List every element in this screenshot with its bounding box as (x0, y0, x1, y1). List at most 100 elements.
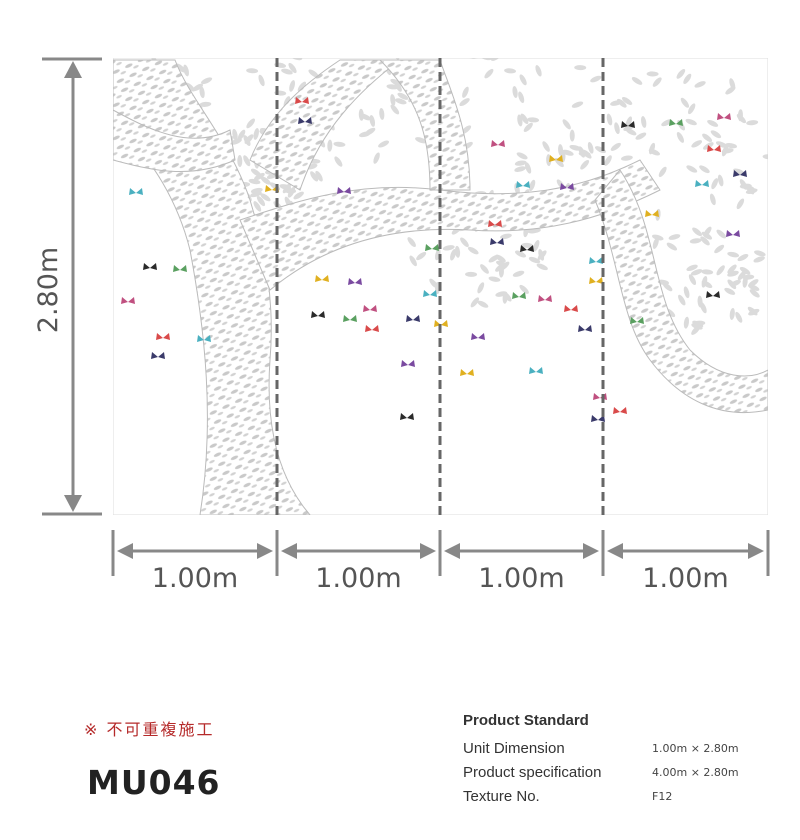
butterfly (343, 315, 357, 322)
wing (337, 187, 351, 194)
wing (591, 415, 605, 422)
height-arrow (42, 57, 102, 516)
butterfly (516, 181, 530, 188)
leaf (514, 166, 527, 172)
wallpaper-illustration (92, 30, 768, 515)
leaf (99, 88, 112, 97)
product-code: MU046 (87, 763, 221, 802)
wing (423, 290, 437, 297)
leaf (700, 236, 710, 246)
butterfly (315, 275, 329, 282)
leaf (529, 179, 536, 192)
leaf (694, 81, 706, 88)
leaf (334, 156, 343, 167)
wing (516, 181, 530, 188)
wing (621, 121, 635, 128)
leaf (243, 155, 251, 167)
wing (490, 238, 504, 245)
leaf (312, 42, 324, 48)
leaf (753, 256, 765, 263)
leaf (578, 151, 591, 157)
leaf (729, 308, 735, 320)
leaf (407, 237, 416, 248)
leaf (668, 234, 681, 240)
leaf (528, 256, 541, 264)
wing (348, 278, 362, 285)
leaf (617, 98, 627, 108)
leaf (281, 33, 294, 42)
butterfly (423, 290, 437, 297)
spec-value: 4.00m × 2.80m (652, 765, 739, 779)
butterfly (298, 117, 312, 124)
leaf (683, 316, 690, 329)
leaf (253, 128, 259, 140)
butterfly (197, 335, 211, 342)
leaf (484, 68, 494, 79)
leaf (462, 86, 469, 98)
leaf (495, 291, 508, 297)
leaf (92, 96, 100, 109)
leaf (477, 282, 485, 294)
leaf (590, 75, 602, 83)
leaf (395, 98, 407, 105)
leaf (518, 91, 525, 104)
wing (695, 180, 709, 187)
leaf (260, 176, 271, 185)
leaf (243, 135, 251, 147)
leaf (733, 168, 745, 175)
leaf (737, 270, 747, 281)
wing (564, 305, 578, 312)
leaf (727, 251, 740, 258)
leaf (748, 279, 759, 288)
wing (401, 360, 415, 367)
leaf (571, 101, 584, 108)
leaf (256, 195, 266, 207)
leaf (746, 120, 759, 126)
wing (717, 113, 731, 120)
leaf (310, 171, 319, 182)
leaf (754, 250, 766, 257)
leaf (604, 155, 612, 166)
leaf (495, 254, 506, 263)
butterfly (695, 180, 709, 187)
spec-title: Product Standard (463, 712, 589, 729)
leaf (703, 226, 712, 237)
wing (471, 333, 485, 340)
leaf (288, 62, 297, 74)
butterfly (348, 278, 362, 285)
spec-key: Product specification (463, 763, 602, 781)
leaf (594, 146, 606, 154)
butterfly (488, 220, 502, 227)
leaf (199, 101, 212, 107)
leaf (742, 275, 748, 288)
butterfly (613, 407, 627, 414)
leaf (692, 227, 702, 237)
leaf (343, 35, 355, 47)
leaf (328, 30, 333, 42)
butterfly (578, 325, 592, 332)
wing (311, 311, 325, 318)
butterfly (621, 121, 635, 128)
leaf (491, 58, 502, 61)
butterfly (726, 230, 740, 237)
leaf (514, 34, 526, 46)
butterfly (490, 238, 504, 245)
leaf (504, 68, 517, 74)
leaf (327, 139, 333, 152)
leaf (281, 68, 293, 75)
leaf (480, 58, 493, 61)
leaf (512, 86, 518, 98)
wing (315, 275, 329, 282)
butterfly (630, 317, 644, 324)
wing (549, 155, 563, 162)
wing (512, 292, 526, 299)
leaf (690, 269, 703, 276)
wing (491, 140, 505, 147)
wing (613, 407, 627, 414)
leaf (246, 68, 259, 74)
butterfly (471, 333, 485, 340)
wing (343, 315, 357, 322)
leaf (676, 68, 686, 79)
arrow-head (281, 543, 436, 559)
leaf (359, 113, 371, 121)
